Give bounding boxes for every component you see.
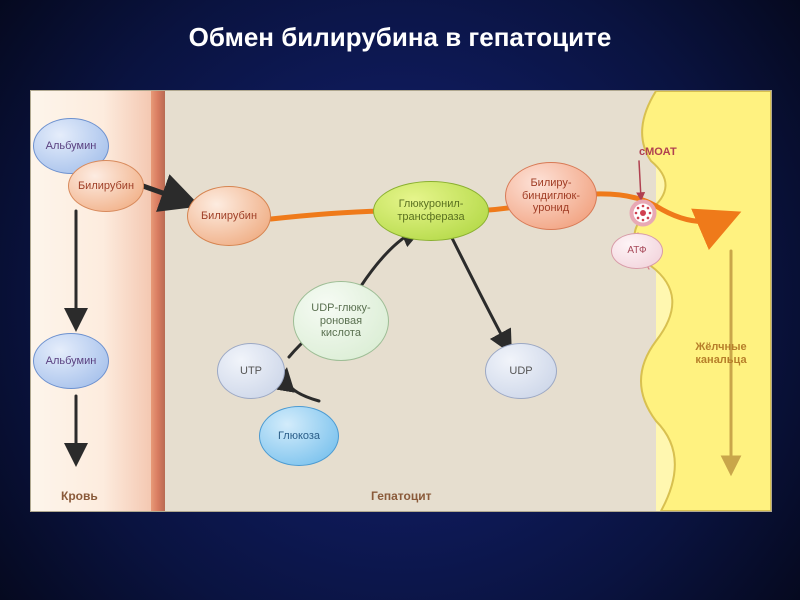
node-bdg: Билиру-биндиглюк-уронид (505, 162, 597, 230)
node-bilirubin1: Билирубин (68, 160, 144, 212)
slide: Обмен билирубина в гепатоците Альбумин Би… (0, 0, 800, 600)
node-atp: АТФ (611, 233, 663, 269)
zone-hepatocyte (165, 91, 656, 511)
node-ugt-label: Глюкуронил-трансфераза (393, 196, 468, 225)
node-udp-label: UDP (505, 363, 536, 380)
zone-blood-label: Кровь (61, 489, 98, 503)
node-atp-label: АТФ (623, 243, 650, 259)
node-bilirubin2-label: Билирубин (197, 208, 261, 225)
node-albumin2-label: Альбумин (42, 353, 101, 370)
membrane (151, 91, 165, 511)
zone-bile-label: Жёлчные канальца (676, 341, 766, 367)
node-bilirubin1-label: Билирубин (74, 178, 138, 195)
node-glucose: Глюкоза (259, 406, 339, 466)
node-udpga: UDP-глюку-роноваякислота (293, 281, 389, 361)
node-albumin2: Альбумин (33, 333, 109, 389)
node-ugt: Глюкуронил-трансфераза (373, 181, 489, 241)
node-utp: UTP (217, 343, 285, 399)
node-glucose-label: Глюкоза (274, 428, 324, 445)
cmoat-label: сМОАТ (639, 146, 677, 158)
diagram: Альбумин Билирубин Билирубин Альбумин UTP Глю… (30, 90, 772, 512)
node-udpga-label: UDP-глюку-роноваякислота (307, 300, 374, 342)
node-udp: UDP (485, 343, 557, 399)
node-bdg-label: Билиру-биндиглюк-уронид (518, 175, 584, 217)
node-albumin1-label: Альбумин (42, 138, 101, 155)
node-bilirubin2: Билирубин (187, 186, 271, 246)
slide-title: Обмен билирубина в гепатоците (0, 22, 800, 53)
zone-hepatocyte-label: Гепатоцит (371, 489, 431, 503)
node-utp-label: UTP (236, 363, 266, 380)
